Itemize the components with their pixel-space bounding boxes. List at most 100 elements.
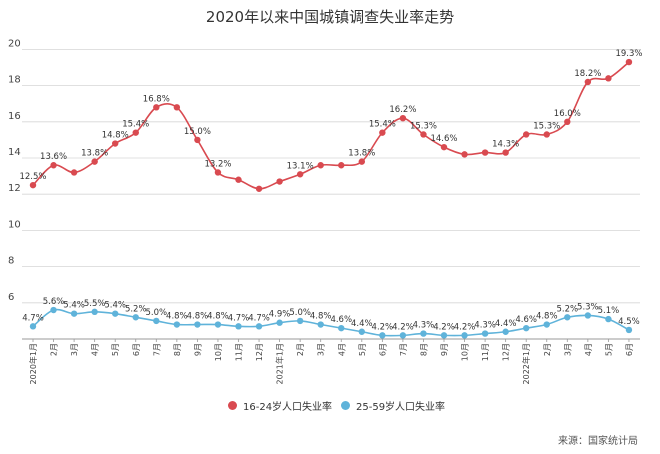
data-point: [543, 131, 550, 138]
x-tick-label: 2月: [296, 343, 305, 356]
y-tick-label: 8: [8, 256, 14, 267]
y-tick-label: 20: [8, 38, 21, 49]
data-label: 15.3%: [533, 121, 560, 131]
data-label: 4.7%: [22, 313, 44, 323]
data-point: [461, 151, 468, 158]
data-label: 4.6%: [515, 315, 537, 325]
data-label: 5.0%: [145, 308, 167, 318]
legend-label-youth: 16-24岁人口失业率: [243, 402, 333, 413]
data-label: 4.3%: [413, 321, 435, 331]
data-point: [584, 78, 592, 86]
data-point: [564, 118, 571, 126]
x-tick-label: 3月: [563, 343, 572, 356]
data-point: [112, 140, 119, 147]
data-label: 13.2%: [204, 159, 231, 169]
data-point: [50, 306, 57, 314]
data-point: [481, 149, 489, 156]
data-point: [317, 321, 324, 328]
x-tick-label: 4月: [584, 343, 593, 356]
data-point: [440, 332, 448, 339]
data-label: 15.3%: [410, 121, 437, 131]
data-label: 4.2%: [433, 322, 455, 332]
x-tick-label: 11月: [481, 343, 490, 361]
data-point: [132, 314, 139, 321]
data-label: 4.4%: [351, 319, 373, 329]
data-label: 4.8%: [166, 312, 188, 322]
x-tick-label: 3月: [317, 343, 326, 356]
x-tick-label: 2021年1月: [275, 343, 285, 384]
x-tick-label: 8月: [419, 343, 428, 356]
data-point: [338, 324, 345, 332]
data-point: [173, 321, 181, 328]
data-label: 5.1%: [598, 306, 620, 316]
data-point: [29, 181, 37, 189]
data-label: 4.9%: [269, 310, 291, 320]
y-tick-label: 18: [8, 75, 21, 86]
data-point: [255, 323, 263, 330]
legend-item-adult: 25-59岁人口失业率: [341, 398, 445, 413]
data-point: [112, 310, 119, 317]
data-point: [317, 162, 324, 169]
data-label: 4.7%: [248, 313, 270, 323]
y-tick-label: 12: [8, 183, 21, 194]
y-tick-label: 16: [8, 111, 21, 122]
data-label: 5.0%: [289, 308, 311, 318]
data-point: [564, 314, 571, 321]
data-label: 5.2%: [556, 304, 578, 314]
data-label: 4.7%: [228, 313, 250, 323]
data-label: 15.4%: [122, 120, 149, 130]
data-point: [91, 308, 98, 316]
data-point: [194, 136, 201, 144]
data-point: [255, 185, 263, 192]
data-point: [173, 104, 181, 111]
data-label: 13.6%: [40, 152, 67, 162]
data-point: [502, 149, 509, 156]
data-point: [420, 330, 427, 337]
y-tick-label: 10: [8, 219, 21, 230]
data-point: [399, 114, 407, 122]
data-point: [70, 169, 78, 176]
data-point: [399, 332, 407, 339]
x-tick-label: 2020年1月: [28, 343, 38, 384]
legend-item-youth: 16-24岁人口失业率: [228, 398, 332, 413]
data-point: [625, 326, 633, 334]
x-tick-label: 9月: [193, 343, 202, 356]
data-point: [29, 323, 37, 330]
data-label: 14.8%: [102, 131, 129, 141]
data-label: 4.3%: [474, 321, 496, 331]
x-tick-label: 3月: [70, 343, 79, 356]
data-point: [276, 178, 283, 185]
x-tick-label: 10月: [461, 343, 470, 361]
x-tick-label: 2月: [543, 343, 552, 356]
data-label: 5.2%: [125, 304, 147, 314]
data-label: 13.8%: [81, 149, 108, 159]
data-label: 5.4%: [63, 301, 85, 311]
data-point: [296, 171, 304, 178]
data-label: 16.2%: [389, 105, 416, 115]
x-tick-label: 11月: [235, 343, 244, 361]
x-tick-label: 5月: [358, 343, 367, 356]
data-point: [543, 321, 550, 328]
data-point: [605, 75, 612, 82]
data-label: 14.3%: [492, 140, 519, 150]
data-label: 5.5%: [84, 299, 106, 309]
data-point: [502, 328, 509, 335]
data-point: [91, 158, 98, 165]
x-tick-label: 5月: [604, 343, 613, 356]
data-label: 14.6%: [430, 134, 457, 144]
data-point: [235, 176, 242, 183]
data-point: [625, 58, 633, 66]
data-point: [132, 129, 139, 136]
x-tick-label: 7月: [399, 343, 408, 356]
data-point: [379, 332, 386, 339]
data-point: [153, 317, 160, 325]
data-point: [214, 321, 222, 328]
x-tick-label: 7月: [152, 343, 161, 356]
data-point: [50, 162, 57, 169]
data-point: [153, 104, 160, 111]
data-point: [194, 321, 201, 328]
x-tick-label: 12月: [502, 343, 511, 361]
x-tick-label: 4月: [91, 343, 100, 356]
data-point: [523, 131, 530, 138]
x-tick-label: 12月: [255, 343, 264, 361]
